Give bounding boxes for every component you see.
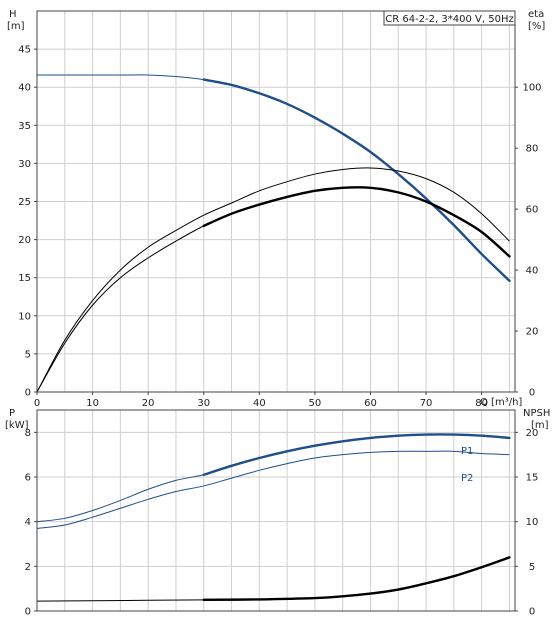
bottom-right-tick-label: 5 <box>529 562 535 573</box>
bottom-right-axis-unit: [m] <box>531 420 549 431</box>
top-right-tick-label: 0 <box>529 388 535 399</box>
x-axis-tick-label: 60 <box>364 398 377 409</box>
top-left-tick-label: 20 <box>18 235 31 246</box>
x-axis-tick-label: 10 <box>86 398 99 409</box>
top-left-tick-label: 0 <box>25 388 31 399</box>
bottom-chart-ticks: 0 2 4 6 8 0 5 10 15 20 <box>25 428 539 618</box>
top-series-2-operating-range <box>202 186 511 258</box>
x-axis-tick-label: 70 <box>420 398 433 409</box>
x-axis-tick-label: 50 <box>309 398 322 409</box>
x-axis-tick-label: 40 <box>253 398 266 409</box>
bottom-series-1-line <box>36 450 510 529</box>
bottom-series-0-line <box>36 433 510 523</box>
bottom-series-2-operating-range <box>202 556 511 602</box>
top-chart-curves <box>36 74 511 393</box>
top-left-tick-label: 25 <box>18 197 31 208</box>
bottom-left-tick-label: 8 <box>25 428 31 439</box>
bottom-series-0-operating-range <box>202 433 511 476</box>
top-left-tick-label: 45 <box>18 45 31 56</box>
bottom-left-tick-label: 4 <box>25 517 31 528</box>
top-series-2-line <box>36 186 510 393</box>
top-left-tick-label: 40 <box>18 83 31 94</box>
top-left-axis-unit: [m] <box>7 21 25 32</box>
bottom-right-tick-label: 20 <box>526 428 539 439</box>
bottom-right-tick-label: 15 <box>526 473 539 484</box>
bottom-right-tick-label: 10 <box>526 517 539 528</box>
bottom-right-tick-label: 0 <box>529 607 535 618</box>
top-left-tick-label: 30 <box>18 159 31 170</box>
bottom-chart-grid <box>37 410 515 611</box>
x-axis-tick-label: 30 <box>197 398 210 409</box>
chart-title: CR 64-2-2, 3*400 V, 50Hz <box>385 14 513 25</box>
bottom-left-tick-label: 6 <box>25 473 31 484</box>
top-left-tick-label: 15 <box>18 273 31 284</box>
top-left-tick-label: 5 <box>25 349 31 360</box>
bottom-chart-curves <box>36 433 511 602</box>
top-left-axis-label: H <box>9 9 17 20</box>
bottom-right-axis-label: NPSH <box>523 408 550 419</box>
series-label-p1: P1 <box>461 446 473 457</box>
top-series-0-line <box>36 74 510 282</box>
series-label-p2: P2 <box>461 473 473 484</box>
bottom-left-axis-label: P <box>9 408 15 419</box>
top-left-tick-label: 35 <box>18 121 31 132</box>
top-right-tick-label: 100 <box>522 83 541 94</box>
top-right-tick-label: 60 <box>526 205 539 216</box>
top-right-axis-unit: [%] <box>528 21 545 32</box>
chart-title-box <box>383 10 516 26</box>
top-left-tick-label: 10 <box>18 311 31 322</box>
top-series-0-operating-range <box>202 78 511 282</box>
top-series-1-line <box>36 167 510 393</box>
top-right-tick-label: 40 <box>526 266 539 277</box>
x-axis-label: Q [m³/h] <box>480 397 522 408</box>
x-axis-tick-label: 80 <box>475 398 488 409</box>
top-chart-grid <box>37 11 515 392</box>
bottom-left-axis-unit: [kW] <box>5 420 29 431</box>
bottom-chart-frame <box>36 409 516 612</box>
top-right-tick-label: 20 <box>526 327 539 338</box>
top-right-tick-label: 80 <box>526 144 539 155</box>
x-axis-tick-label: 0 <box>34 398 40 409</box>
x-axis-tick-label: 20 <box>142 398 155 409</box>
bottom-left-tick-label: 0 <box>25 607 31 618</box>
bottom-left-tick-label: 2 <box>25 562 31 573</box>
top-right-axis-label: eta <box>528 9 544 20</box>
top-chart-ticks: 0 5 10 15 20 25 30 35 40 45 0 20 40 60 80 100 0 10 20 30 40 5… <box>18 45 541 409</box>
